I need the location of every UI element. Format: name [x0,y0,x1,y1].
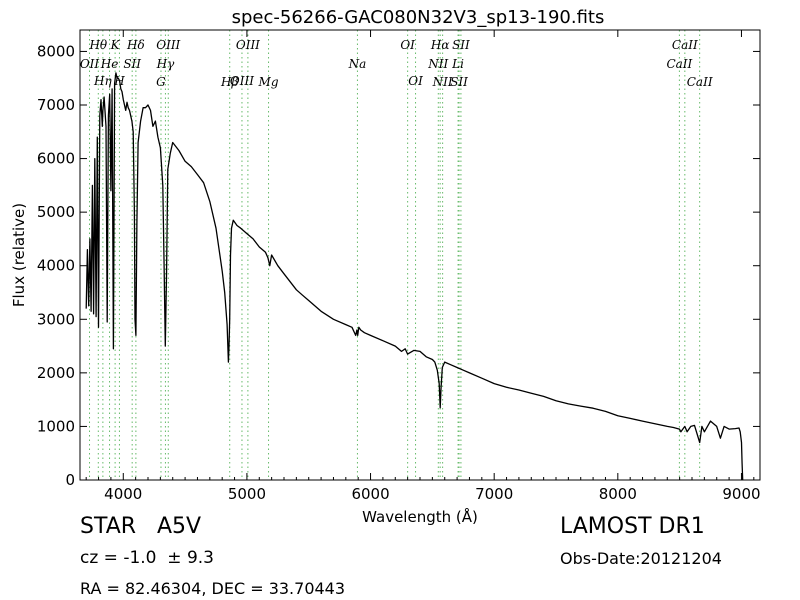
x-axis-label: Wavelength (Å) [362,507,478,526]
survey-name: LAMOST DR1 [560,514,705,539]
chart-title: spec-56266-GAC080N32V3_sp13-190.fits [232,7,605,28]
y-axis-label: Flux (relative) [10,203,28,307]
x-tick-label: 6000 [351,485,389,503]
line-label: CaII [672,38,698,52]
line-label: Hδ [126,38,145,52]
line-label: He [100,57,119,71]
redshift-value: cz = -1.0 ± 9.3 [80,548,214,568]
object-class: STAR [80,514,137,539]
y-tick-label: 2000 [37,364,75,382]
line-label: SII [123,57,141,71]
line-label: K [110,38,121,52]
line-label: CaII [687,75,713,89]
line-label: Hη [93,74,112,88]
x-axis-ticks: 4000 5000 6000 7000 8000 9000 [85,30,761,503]
x-tick-label: 4000 [104,485,142,503]
line-label: OIII [156,38,180,52]
line-label: OIII [236,38,260,52]
line-label: Hθ [88,38,107,52]
y-axis-ticks: 0 1000 2000 3000 4000 5000 6000 7000 8000 [37,42,760,489]
line-label: Hα [430,38,450,52]
x-tick-label: 7000 [475,485,513,503]
x-tick-label: 8000 [599,485,637,503]
coordinates: RA = 82.46304, DEC = 33.70443 [80,579,346,598]
line-label: OIII [230,74,254,88]
y-tick-label: 3000 [37,310,75,328]
y-tick-label: 1000 [37,417,75,435]
line-label: NII [427,57,448,71]
y-tick-label: 6000 [37,150,75,168]
x-tick-label: 9000 [722,485,760,503]
line-label: Li [451,57,464,71]
line-annotations: OIIHθHηHeKHSIIHδGHγOIIIHβOIIIOIIIMgNaOIO… [80,38,713,89]
emission-line-markers [89,30,701,480]
line-label: SII [450,75,468,89]
plot-frame [79,29,761,481]
line-label: Hβ [220,75,238,89]
line-label: OI [400,38,415,52]
y-tick-label: 7000 [37,96,75,114]
spectral-subclass: A5V [157,514,202,539]
y-tick-label: 5000 [37,203,75,221]
line-label: SII [452,38,470,52]
line-label: Hγ [156,57,175,71]
x-tick-label: 5000 [228,485,266,503]
line-label: NII [432,75,453,89]
line-label: Mg [258,75,279,89]
y-tick-label: 8000 [37,42,75,60]
spectrum-series-line [85,72,744,481]
line-label: G [156,75,166,89]
line-label: CaII [666,57,692,71]
line-label: Na [348,57,367,71]
line-label: OII [80,57,100,71]
observation-date: Obs-Date:20121204 [560,549,722,568]
y-tick-label: 0 [65,471,75,489]
y-tick-label: 4000 [37,257,75,275]
line-label: OI [408,74,423,88]
